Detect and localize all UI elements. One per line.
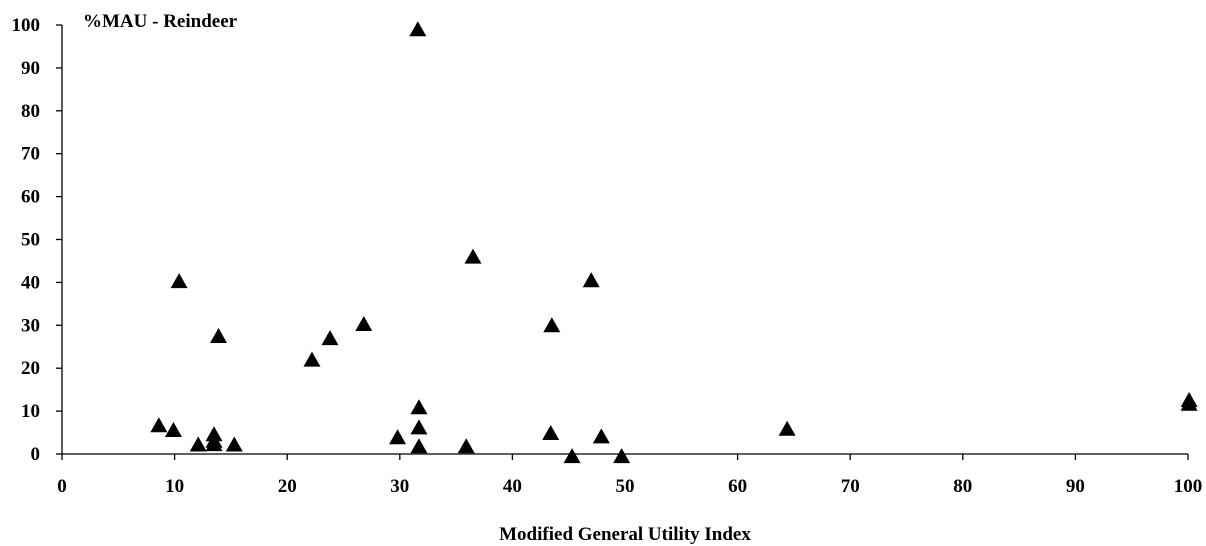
y-axis-title: %MAU - Reindeer: [83, 11, 238, 32]
data-point: [409, 21, 427, 37]
data-point: [210, 328, 228, 344]
x-tick-label: 0: [57, 476, 67, 497]
y-tick-label: 10: [21, 401, 40, 422]
y-tick-label: 50: [21, 230, 40, 251]
x-tick-label: 90: [1066, 476, 1085, 497]
data-point: [1180, 395, 1198, 411]
data-point: [543, 317, 561, 333]
x-tick-label: 100: [1174, 476, 1203, 497]
data-point: [778, 420, 796, 436]
data-point: [205, 436, 223, 452]
y-tick-label: 90: [21, 58, 40, 79]
x-axis-ticks: 0 10 20 30 40 50 60 70 80 90 100: [57, 454, 1202, 497]
x-tick-label: 40: [503, 476, 522, 497]
data-point: [613, 448, 631, 464]
y-tick-label: 80: [21, 101, 40, 122]
data-point: [303, 351, 321, 367]
data-point: [389, 429, 407, 445]
y-tick-label: 100: [12, 15, 41, 36]
x-tick-label: 50: [616, 476, 635, 497]
data-point: [563, 448, 581, 464]
data-point: [542, 424, 560, 440]
y-tick-label: 60: [21, 187, 40, 208]
y-tick-label: 40: [21, 272, 40, 293]
x-tick-label: 20: [278, 476, 297, 497]
data-point: [592, 428, 610, 444]
data-point: [410, 399, 428, 415]
data-point: [355, 316, 373, 332]
data-point: [170, 273, 188, 289]
data-point: [225, 436, 243, 452]
data-point: [464, 248, 482, 264]
y-tick-label: 70: [21, 144, 40, 165]
axes: [61, 25, 1188, 455]
x-tick-label: 70: [841, 476, 860, 497]
data-points: [150, 21, 1198, 464]
data-point: [410, 419, 428, 435]
data-point: [150, 417, 168, 433]
data-point: [410, 438, 428, 454]
data-point: [164, 421, 182, 437]
x-tick-label: 10: [165, 476, 184, 497]
data-point: [189, 436, 207, 452]
y-tick-label: 0: [31, 444, 41, 465]
x-tick-label: 60: [728, 476, 747, 497]
x-tick-label: 80: [953, 476, 972, 497]
y-axis-ticks: 0 10 20 30 40 50 60 70 80 90 100: [12, 15, 62, 465]
y-tick-label: 20: [21, 358, 40, 379]
x-axis-title: Modified General Utility Index: [499, 524, 751, 545]
data-point: [457, 438, 475, 454]
y-tick-label: 30: [21, 315, 40, 336]
x-tick-label: 30: [390, 476, 409, 497]
data-point: [321, 330, 339, 346]
data-point: [582, 272, 600, 288]
